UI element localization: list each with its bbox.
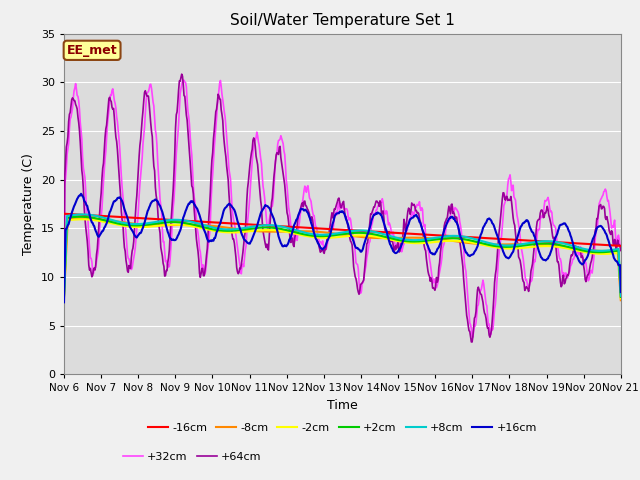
-16cm <box>127 215 135 220</box>
+8cm <box>79 212 86 217</box>
-2cm <box>185 223 193 228</box>
+64cm <box>428 275 435 281</box>
-8cm <box>617 297 625 303</box>
-8cm <box>411 235 419 240</box>
Line: +16cm: +16cm <box>64 194 621 302</box>
-16cm <box>410 231 418 237</box>
+8cm <box>617 293 625 299</box>
+16cm <box>185 201 193 206</box>
Line: +2cm: +2cm <box>64 217 621 297</box>
+16cm <box>70 204 78 209</box>
Line: -8cm: -8cm <box>64 218 621 300</box>
+32cm <box>469 335 477 340</box>
+16cm <box>214 226 222 231</box>
+2cm <box>411 239 419 244</box>
+64cm <box>468 339 476 345</box>
+2cm <box>214 228 222 233</box>
+2cm <box>128 223 136 228</box>
+32cm <box>70 88 78 94</box>
+32cm <box>411 208 419 214</box>
-8cm <box>128 220 136 226</box>
-16cm <box>60 211 68 216</box>
+16cm <box>128 228 136 233</box>
-16cm <box>184 218 192 224</box>
+8cm <box>185 218 193 224</box>
-16cm <box>426 232 434 238</box>
+8cm <box>60 292 68 298</box>
Line: +64cm: +64cm <box>64 74 621 342</box>
+2cm <box>60 293 68 299</box>
+16cm <box>77 191 85 197</box>
+64cm <box>185 139 193 145</box>
+16cm <box>411 213 419 219</box>
-8cm <box>75 216 83 221</box>
-16cm <box>214 220 221 226</box>
+8cm <box>128 221 136 227</box>
Legend: +32cm, +64cm: +32cm, +64cm <box>118 447 266 466</box>
+64cm <box>70 97 78 103</box>
-8cm <box>60 294 68 300</box>
Line: -16cm: -16cm <box>64 214 621 246</box>
+64cm <box>411 204 419 209</box>
Y-axis label: Temperature (C): Temperature (C) <box>22 153 35 255</box>
+8cm <box>214 226 222 231</box>
-2cm <box>79 216 86 222</box>
-2cm <box>411 240 419 246</box>
-16cm <box>70 211 78 217</box>
+16cm <box>617 289 625 295</box>
+32cm <box>185 113 193 119</box>
-2cm <box>128 224 136 230</box>
-8cm <box>214 224 222 229</box>
-8cm <box>428 236 435 241</box>
+8cm <box>411 237 419 243</box>
+8cm <box>428 236 435 241</box>
+64cm <box>127 254 135 260</box>
-16cm <box>617 243 625 249</box>
-2cm <box>60 295 68 300</box>
Line: +8cm: +8cm <box>64 215 621 296</box>
+16cm <box>428 250 435 256</box>
+32cm <box>127 266 135 272</box>
+2cm <box>70 214 78 220</box>
+32cm <box>617 247 625 253</box>
+2cm <box>185 221 193 227</box>
X-axis label: Time: Time <box>327 399 358 412</box>
+2cm <box>428 237 435 243</box>
+32cm <box>179 77 187 83</box>
+64cm <box>178 72 186 77</box>
-2cm <box>428 240 435 245</box>
-2cm <box>214 228 222 234</box>
+64cm <box>214 91 222 97</box>
+64cm <box>60 276 68 281</box>
Text: EE_met: EE_met <box>67 44 117 57</box>
-8cm <box>185 222 193 228</box>
Line: +32cm: +32cm <box>64 80 621 337</box>
+2cm <box>617 294 625 300</box>
+32cm <box>60 280 68 286</box>
-2cm <box>70 217 78 223</box>
+32cm <box>214 96 222 101</box>
Line: -2cm: -2cm <box>64 219 621 299</box>
Title: Soil/Water Temperature Set 1: Soil/Water Temperature Set 1 <box>230 13 455 28</box>
-8cm <box>70 216 78 221</box>
-2cm <box>617 296 625 301</box>
+8cm <box>70 212 78 218</box>
+64cm <box>617 248 625 253</box>
+32cm <box>428 267 435 273</box>
+16cm <box>60 300 68 305</box>
+2cm <box>76 214 84 220</box>
